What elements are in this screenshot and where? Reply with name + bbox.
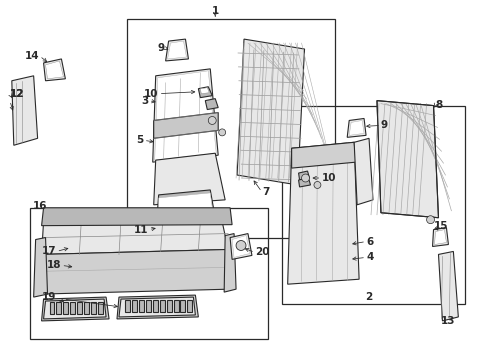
Bar xyxy=(84,302,89,314)
Polygon shape xyxy=(156,190,215,222)
Polygon shape xyxy=(12,76,38,145)
Text: 13: 13 xyxy=(440,316,455,326)
Circle shape xyxy=(426,216,434,224)
Text: 5: 5 xyxy=(136,135,143,145)
Bar xyxy=(281,105,464,304)
Bar xyxy=(152,300,157,312)
Text: 7: 7 xyxy=(262,187,269,197)
Polygon shape xyxy=(438,251,457,321)
Polygon shape xyxy=(153,153,224,205)
Polygon shape xyxy=(224,234,236,292)
Bar xyxy=(187,300,192,312)
Circle shape xyxy=(313,181,320,188)
Bar xyxy=(63,302,68,314)
Polygon shape xyxy=(40,249,230,294)
Circle shape xyxy=(208,117,216,125)
Polygon shape xyxy=(43,59,65,81)
Bar xyxy=(132,300,137,312)
Text: 10: 10 xyxy=(144,89,158,99)
Polygon shape xyxy=(298,178,310,187)
Text: 18: 18 xyxy=(47,260,61,270)
Polygon shape xyxy=(298,171,309,180)
Bar xyxy=(70,302,75,314)
Bar xyxy=(173,300,178,312)
Polygon shape xyxy=(348,121,364,135)
Text: 6: 6 xyxy=(366,237,372,247)
Text: 9: 9 xyxy=(380,121,387,130)
Polygon shape xyxy=(237,39,304,185)
Polygon shape xyxy=(353,138,372,205)
Text: 20: 20 xyxy=(254,247,269,257)
Polygon shape xyxy=(291,142,355,168)
Polygon shape xyxy=(205,99,218,109)
Polygon shape xyxy=(165,39,188,61)
Bar xyxy=(139,300,143,312)
Bar xyxy=(160,300,164,312)
Text: 8: 8 xyxy=(435,100,442,109)
Bar xyxy=(127,19,335,238)
Text: 10: 10 xyxy=(321,173,335,183)
Polygon shape xyxy=(376,100,438,218)
Bar xyxy=(77,302,82,314)
Text: 15: 15 xyxy=(433,221,447,231)
Polygon shape xyxy=(41,297,109,321)
Polygon shape xyxy=(45,61,63,79)
Polygon shape xyxy=(434,230,446,244)
Bar xyxy=(166,300,171,312)
Text: 12: 12 xyxy=(10,89,24,99)
Polygon shape xyxy=(117,295,198,319)
Polygon shape xyxy=(152,69,218,162)
Polygon shape xyxy=(346,118,366,137)
Polygon shape xyxy=(43,299,106,319)
Circle shape xyxy=(218,129,225,136)
Circle shape xyxy=(301,174,309,182)
Text: 1: 1 xyxy=(211,6,219,16)
Text: 9: 9 xyxy=(157,43,164,53)
Polygon shape xyxy=(287,142,358,284)
Text: 17: 17 xyxy=(42,247,56,256)
Text: 3: 3 xyxy=(141,96,148,105)
Polygon shape xyxy=(167,41,186,59)
Text: 16: 16 xyxy=(32,201,47,211)
Polygon shape xyxy=(153,216,197,239)
Polygon shape xyxy=(119,297,195,317)
Text: 11: 11 xyxy=(134,225,148,235)
Polygon shape xyxy=(41,222,228,255)
Text: 14: 14 xyxy=(25,51,40,61)
Polygon shape xyxy=(200,88,209,94)
Bar xyxy=(30,208,267,339)
Polygon shape xyxy=(198,87,212,98)
Text: 19: 19 xyxy=(42,292,56,302)
Polygon shape xyxy=(158,218,194,237)
Text: 2: 2 xyxy=(365,292,372,302)
Bar xyxy=(145,300,150,312)
Polygon shape xyxy=(153,113,218,138)
Polygon shape xyxy=(154,71,216,160)
Polygon shape xyxy=(432,228,447,247)
Polygon shape xyxy=(232,235,249,257)
Text: 4: 4 xyxy=(366,252,373,262)
Bar xyxy=(91,302,96,314)
Bar xyxy=(56,302,61,314)
Circle shape xyxy=(236,240,245,251)
Bar xyxy=(180,300,185,312)
Polygon shape xyxy=(41,208,232,226)
Bar xyxy=(49,302,54,314)
Polygon shape xyxy=(34,238,47,297)
Text: 12: 12 xyxy=(10,89,24,99)
Polygon shape xyxy=(158,193,213,218)
Bar xyxy=(124,300,130,312)
Bar xyxy=(98,302,103,314)
Polygon shape xyxy=(230,234,251,260)
